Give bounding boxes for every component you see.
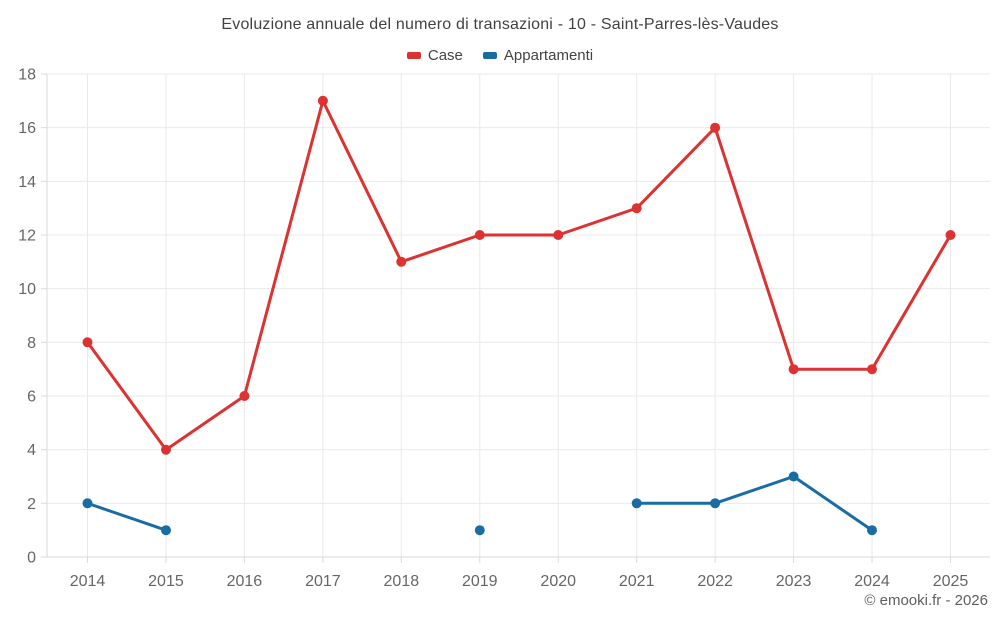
legend-label-case: Case bbox=[427, 47, 463, 64]
data-point-case bbox=[945, 230, 956, 240]
data-point-case bbox=[631, 203, 642, 214]
legend-label-appartamenti: Appartamenti bbox=[503, 47, 594, 64]
chart-title: Evoluzione annuale del numero di transaz… bbox=[221, 16, 779, 33]
x-tick-label: 2022 bbox=[697, 573, 733, 590]
y-tick-label: 8 bbox=[27, 335, 36, 352]
data-point-case bbox=[474, 230, 485, 240]
x-tick-label: 2016 bbox=[227, 573, 263, 590]
data-point-case bbox=[161, 444, 171, 455]
data-point-case bbox=[710, 122, 721, 133]
y-tick-label: 2 bbox=[27, 496, 36, 513]
y-tick-label: 18 bbox=[18, 67, 36, 84]
x-tick-label: 2015 bbox=[148, 573, 184, 590]
x-tick-label: 2021 bbox=[619, 573, 655, 590]
x-tick-label: 2025 bbox=[933, 573, 969, 590]
legend-item-case[interactable]: Case bbox=[406, 47, 463, 64]
legend: Case Appartamenti bbox=[0, 47, 1000, 64]
data-point-appartamenti bbox=[631, 498, 642, 509]
data-point-case bbox=[396, 256, 407, 267]
y-tick-label: 14 bbox=[18, 174, 36, 191]
x-tick-label: 2023 bbox=[776, 573, 812, 590]
case-series-swatch-icon bbox=[406, 52, 421, 59]
series-line-appartamenti bbox=[86, 475, 874, 532]
legend-item-appartamenti[interactable]: Appartamenti bbox=[482, 47, 594, 64]
y-tick-label: 6 bbox=[27, 389, 36, 406]
data-point-case bbox=[239, 391, 250, 401]
x-tick-label: 2018 bbox=[384, 573, 420, 590]
data-point-appartamenti bbox=[161, 525, 171, 536]
data-point-appartamenti bbox=[474, 525, 485, 536]
data-point-appartamenti bbox=[82, 498, 93, 509]
appartamenti-series-swatch-icon bbox=[482, 52, 497, 59]
data-point-appartamenti bbox=[788, 471, 799, 482]
data-point-case bbox=[867, 364, 877, 375]
series-line-case bbox=[86, 99, 952, 452]
y-tick-label: 12 bbox=[18, 228, 36, 245]
y-tick-label: 0 bbox=[27, 550, 36, 567]
x-tick-label: 2024 bbox=[854, 573, 890, 590]
y-tick-label: 4 bbox=[27, 442, 36, 459]
y-tick-label: 10 bbox=[18, 281, 36, 298]
copyright-text: © emooki.fr - 2026 bbox=[864, 592, 988, 609]
data-point-case bbox=[553, 230, 564, 240]
data-point-case bbox=[317, 95, 328, 106]
x-tick-label: 2019 bbox=[462, 573, 498, 590]
x-tick-label: 2017 bbox=[305, 573, 341, 590]
data-point-appartamenti bbox=[867, 525, 877, 536]
y-tick-label: 16 bbox=[18, 120, 36, 137]
x-tick-label: 2020 bbox=[540, 573, 576, 590]
x-tick-label: 2014 bbox=[70, 573, 106, 590]
data-point-case bbox=[788, 364, 799, 375]
data-point-case bbox=[82, 337, 93, 348]
data-point-appartamenti bbox=[710, 498, 721, 509]
